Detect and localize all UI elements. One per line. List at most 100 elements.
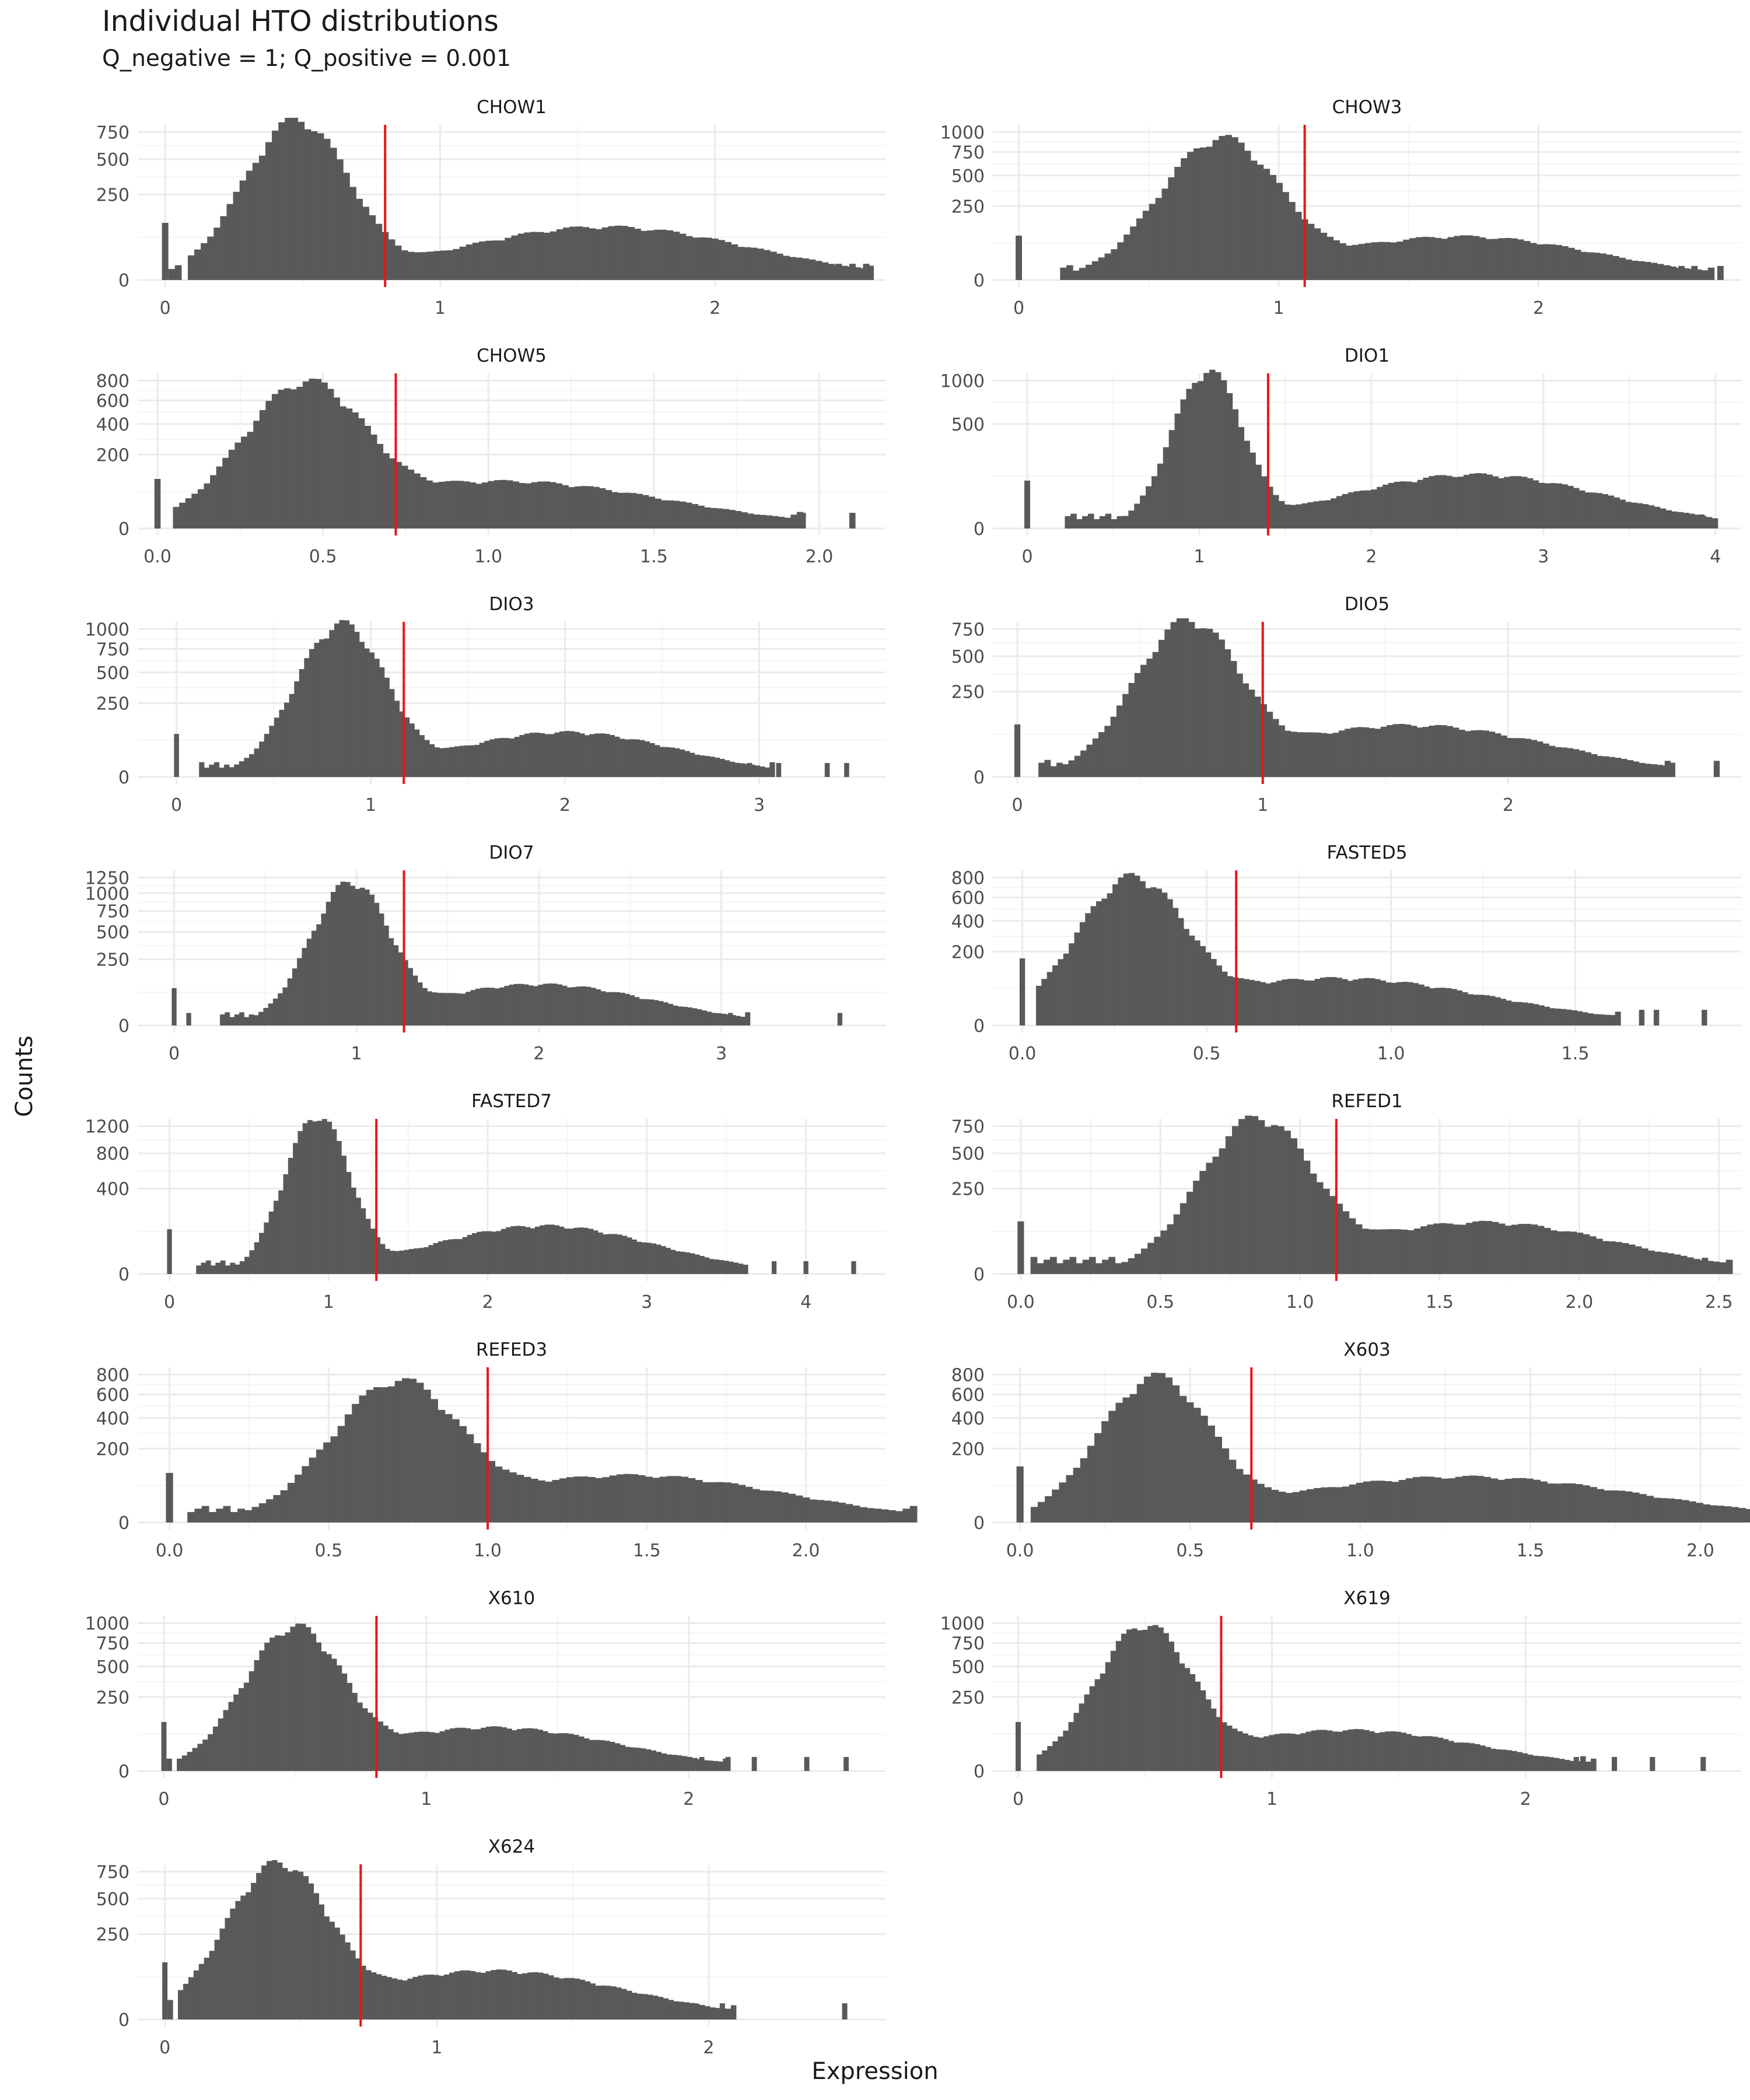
histogram-bar <box>279 1635 286 1771</box>
histogram-bar <box>1396 242 1404 280</box>
histogram-bar <box>369 215 376 280</box>
histogram-bar <box>1504 1226 1512 1274</box>
histogram-bar <box>1134 876 1140 1026</box>
histogram-bar <box>1319 501 1325 528</box>
histogram-bar <box>694 1254 700 1274</box>
histogram-bar <box>1297 1148 1304 1274</box>
histogram-bar <box>1149 204 1156 280</box>
histogram-bar <box>1095 1263 1102 1274</box>
histogram-bar <box>569 1228 574 1274</box>
histogram-bar <box>1451 989 1457 1026</box>
histogram-bar <box>690 1253 695 1274</box>
histogram-bar <box>453 249 460 280</box>
histogram-bar <box>1101 1421 1109 1522</box>
histogram-bar <box>1279 1733 1285 1771</box>
histogram-bar <box>743 1265 748 1274</box>
histogram-bar <box>309 379 316 528</box>
histogram-bar <box>1368 1229 1376 1274</box>
histogram-bar <box>1726 1259 1733 1274</box>
histogram-bar <box>233 191 240 280</box>
x-tick-label: 2 <box>703 2038 714 2058</box>
histogram-bar <box>1547 1483 1555 1522</box>
histogram-bar <box>1688 1501 1696 1522</box>
histogram-bar <box>695 1480 703 1522</box>
histogram-bar <box>394 1251 400 1274</box>
histogram-bar <box>1238 427 1245 528</box>
histogram-bar <box>321 914 327 1026</box>
histogram-bar <box>362 1708 368 1771</box>
histogram-bar <box>265 401 272 528</box>
histogram-bar <box>393 1732 399 1771</box>
histogram-bar <box>750 247 758 280</box>
histogram-bar <box>1098 257 1105 280</box>
histogram-bar <box>1511 1751 1517 1771</box>
histogram-bar <box>599 733 605 777</box>
histogram-bar <box>544 1224 550 1274</box>
histogram-bar <box>1231 137 1238 280</box>
histogram-bar <box>522 1728 528 1771</box>
histogram-bar <box>1356 1482 1364 1522</box>
histogram-bar <box>1194 940 1200 1026</box>
histogram-bar <box>1326 236 1334 280</box>
histogram-bar <box>443 1240 449 1274</box>
histogram-bar <box>1494 997 1501 1026</box>
histogram-bar <box>1651 764 1658 777</box>
histogram-bar <box>1513 738 1520 777</box>
histogram-bar <box>1510 476 1516 528</box>
histogram-bar <box>1533 1004 1539 1026</box>
x-tick-label: 4 <box>800 1292 811 1312</box>
histogram-bar <box>556 229 564 280</box>
histogram-bar <box>1087 513 1094 528</box>
histogram-bar <box>228 1702 234 1771</box>
histogram-bar <box>1238 1119 1245 1274</box>
histogram-bar <box>604 734 610 777</box>
histogram-bar <box>1471 730 1478 777</box>
histogram-bar <box>1314 1488 1321 1522</box>
histogram-bar <box>380 1244 386 1274</box>
histogram-bar <box>1563 1231 1570 1274</box>
histogram-bar <box>609 735 615 777</box>
histogram-bar <box>1195 1681 1201 1771</box>
histogram-bar <box>1037 1502 1045 1522</box>
histogram-bar <box>1530 243 1537 280</box>
histogram-bar <box>181 1755 188 1771</box>
histogram-bar <box>1320 733 1327 777</box>
histogram-bar <box>1238 978 1244 1026</box>
histogram-bar <box>1501 1749 1507 1771</box>
histogram-bar <box>474 744 480 777</box>
histogram-bar <box>1497 1479 1506 1522</box>
histogram-bar <box>661 500 668 528</box>
histogram-bar <box>349 187 356 280</box>
facet-label: FASTED5 <box>1327 842 1408 863</box>
histogram-bar <box>1511 238 1518 280</box>
histogram-bar <box>253 1015 259 1026</box>
histogram-bar <box>1615 758 1622 777</box>
y-tick-label: 0 <box>974 271 985 291</box>
histogram-bar <box>298 1871 304 2020</box>
histogram-bar <box>364 425 371 528</box>
histogram-bar <box>649 999 654 1026</box>
histogram-bar <box>1625 259 1632 280</box>
histogram-bar <box>270 1637 275 1771</box>
histogram-bar <box>211 1265 216 1274</box>
histogram-bar <box>863 264 870 280</box>
histogram-bar <box>513 984 519 1026</box>
histogram-bar <box>421 252 428 280</box>
y-tick-label: 0 <box>974 1513 985 1534</box>
histogram-bar <box>1161 188 1168 280</box>
histogram-bar <box>1131 1628 1138 1771</box>
histogram-bar <box>1591 754 1598 777</box>
histogram-bar <box>1269 174 1277 280</box>
histogram-bar <box>1314 732 1321 777</box>
histogram-bar <box>466 244 473 280</box>
histogram-bar <box>538 985 544 1026</box>
histogram-bar <box>1566 1009 1572 1026</box>
y-tick-label: 750 <box>96 902 130 922</box>
histogram-bar <box>747 513 754 528</box>
histogram-bar <box>645 1476 653 1522</box>
histogram-bar <box>571 987 577 1026</box>
histogram-bar <box>412 1976 418 2020</box>
y-tick-label: 0 <box>974 1762 985 1782</box>
